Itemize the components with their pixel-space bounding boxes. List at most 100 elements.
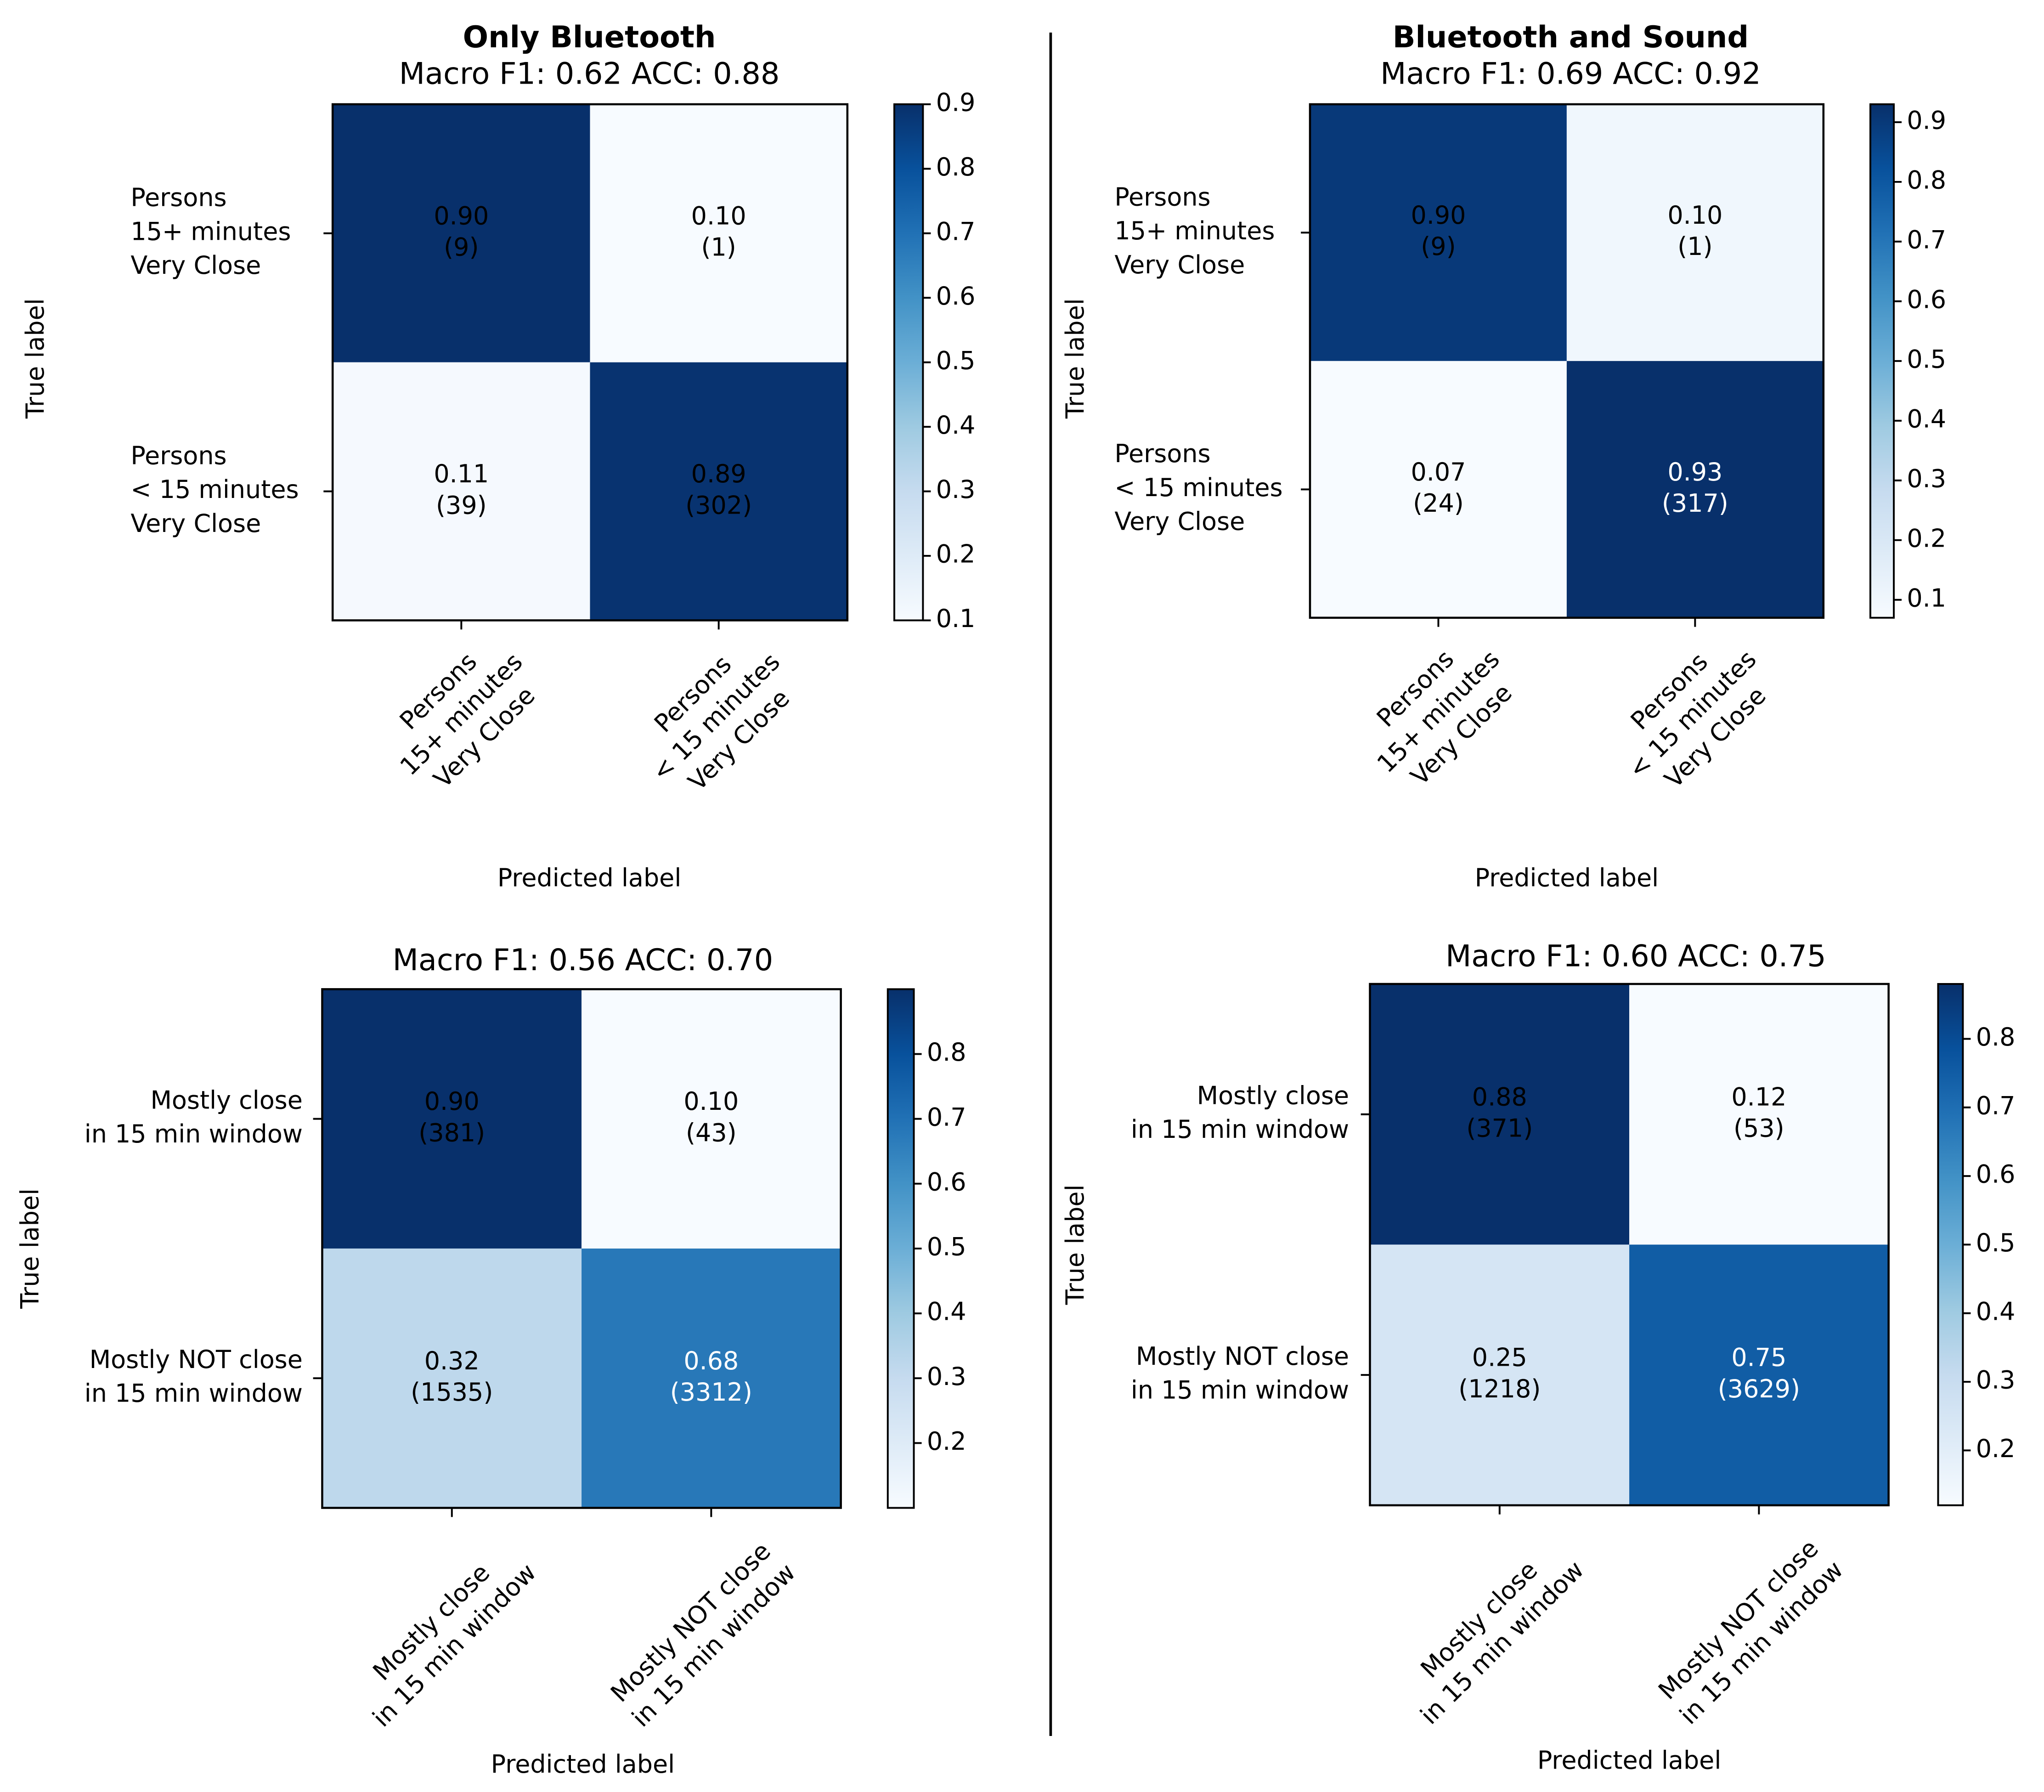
colorbar-tick-label: 0.7: [1976, 1091, 2016, 1120]
colorbar-tick-label: 0.8: [1907, 166, 1946, 195]
colorbar-tick-label: 0.8: [936, 153, 976, 181]
y-tick-label: Mostly close: [150, 1085, 302, 1114]
chart-title: Only Bluetooth: [463, 20, 716, 55]
cell-count-label: (302): [685, 491, 752, 520]
y-tick-label: Persons: [130, 183, 226, 212]
y-tick-label: in 15 min window: [85, 1379, 303, 1408]
cell-value-label: 0.90: [434, 201, 489, 230]
y-tick-label: Persons: [1114, 439, 1210, 468]
colorbar-tick-label: 0.5: [936, 346, 976, 375]
cell-count-label: (9): [444, 233, 479, 262]
cell-count-label: (1535): [411, 1378, 493, 1407]
colorbar-tick-label: 0.2: [1907, 524, 1946, 553]
chart-subtitle: Macro F1: 0.69 ACC: 0.92: [1380, 57, 1761, 91]
colorbar: [893, 103, 924, 622]
colorbar-tick-label: 0.4: [1907, 404, 1946, 433]
colorbar-tick-label: 0.7: [1907, 226, 1946, 254]
heatmap-cell: [1310, 361, 1567, 618]
y-tick-label: Very Close: [130, 251, 261, 280]
colorbar-tick-label: 0.2: [927, 1427, 966, 1456]
cell-value-label: 0.07: [1411, 458, 1466, 486]
cell-value-label: 0.68: [683, 1346, 739, 1375]
heatmap-cell: [1629, 1244, 1889, 1505]
heatmap-cell: [1370, 1244, 1630, 1505]
colorbar-tick-label: 0.4: [1976, 1297, 2016, 1326]
x-axis-label: Predicted label: [497, 864, 681, 893]
cell-count-label: (3312): [670, 1378, 752, 1407]
colorbar-tick-label: 0.5: [1907, 345, 1946, 374]
cell-count-label: (381): [418, 1118, 485, 1147]
y-tick-label: Persons: [1114, 182, 1210, 211]
y-tick-label: Very Close: [1114, 250, 1245, 279]
colorbar-tick-label: 0.2: [1976, 1434, 2016, 1463]
x-axis-label: Predicted label: [491, 1750, 675, 1779]
heatmap-cell: [1566, 361, 1824, 618]
y-tick-label: Persons: [130, 441, 226, 470]
y-tick-label: Mostly NOT close: [1136, 1342, 1349, 1371]
colorbar-tick-label: 0.6: [936, 282, 976, 311]
heatmap-cell: [322, 1248, 582, 1508]
cell-value-label: 0.89: [691, 459, 746, 488]
cell-count-label: (371): [1466, 1114, 1533, 1142]
colorbar-tick-label: 0.5: [1976, 1228, 2016, 1257]
chart-subtitle: Macro F1: 0.62 ACC: 0.88: [399, 57, 780, 91]
cell-value-label: 0.11: [434, 459, 489, 488]
y-axis-label: True label: [21, 298, 50, 419]
colorbar: [1937, 983, 1964, 1506]
y-tick-label: in 15 min window: [1131, 1115, 1349, 1144]
plot-frame: [1369, 983, 1890, 1507]
heatmap-cell: [1629, 984, 1889, 1245]
cell-count-label: (1): [1677, 232, 1712, 261]
cell-count-label: (43): [686, 1118, 737, 1147]
y-tick-label: 15+ minutes: [130, 217, 291, 246]
colorbar-tick-label: 0.1: [1907, 583, 1946, 612]
cell-value-label: 0.10: [1667, 201, 1722, 230]
heatmap-cell: [590, 104, 847, 362]
cell-count-label: (1): [701, 233, 736, 262]
colorbar-tick-label: 0.3: [1976, 1366, 2016, 1395]
colorbar-tick-label: 0.9: [1907, 106, 1946, 135]
colorbar-tick-label: 0.6: [1907, 285, 1946, 314]
chart-title: Bluetooth and Sound: [1393, 20, 1749, 55]
y-tick-label: Very Close: [130, 509, 261, 538]
plot-frame: [321, 988, 842, 1509]
y-tick-label: 15+ minutes: [1114, 216, 1275, 245]
x-axis-label: Predicted label: [1537, 1746, 1721, 1775]
colorbar-tick-label: 0.3: [1907, 464, 1946, 493]
cell-count-label: (317): [1662, 489, 1728, 518]
colorbar-tick-label: 0.3: [936, 475, 976, 504]
heatmap-cell: [582, 989, 841, 1249]
y-tick-label: < 15 minutes: [130, 475, 299, 504]
colorbar: [1869, 103, 1895, 619]
y-tick-label: in 15 min window: [85, 1119, 303, 1148]
cell-value-label: 0.90: [1411, 201, 1466, 230]
x-axis-label: Predicted label: [1475, 864, 1659, 893]
cell-count-label: (3629): [1718, 1374, 1800, 1403]
y-tick-label: in 15 min window: [1131, 1376, 1349, 1405]
heatmap-cell: [590, 362, 847, 621]
cell-count-label: (53): [1733, 1114, 1784, 1142]
cell-value-label: 0.25: [1472, 1343, 1527, 1372]
cell-count-label: (9): [1421, 232, 1456, 261]
y-axis-label: True label: [1061, 1184, 1090, 1305]
cell-value-label: 0.88: [1472, 1082, 1527, 1111]
colorbar-tick-label: 0.4: [936, 411, 976, 440]
cell-value-label: 0.75: [1731, 1343, 1786, 1372]
cell-count-label: (24): [1413, 489, 1464, 518]
colorbar-tick-label: 0.9: [936, 88, 976, 117]
y-tick-label: < 15 minutes: [1114, 473, 1282, 502]
heatmap-cell: [1566, 104, 1824, 361]
colorbar-tick-label: 0.6: [1976, 1160, 2016, 1189]
colorbar-tick-label: 0.8: [927, 1038, 966, 1067]
colorbar-tick-label: 0.7: [927, 1102, 966, 1131]
cell-value-label: 0.32: [424, 1346, 480, 1375]
chart-title: Macro F1: 0.56 ACC: 0.70: [393, 943, 774, 978]
plot-frame: [1309, 103, 1825, 619]
y-axis-label: True label: [15, 1188, 44, 1309]
colorbar-tick-label: 0.7: [936, 217, 976, 246]
plot-frame: [331, 103, 849, 622]
colorbar-tick-label: 0.6: [927, 1167, 966, 1196]
colorbar-tick-label: 0.4: [927, 1297, 966, 1326]
cell-value-label: 0.10: [683, 1087, 739, 1116]
